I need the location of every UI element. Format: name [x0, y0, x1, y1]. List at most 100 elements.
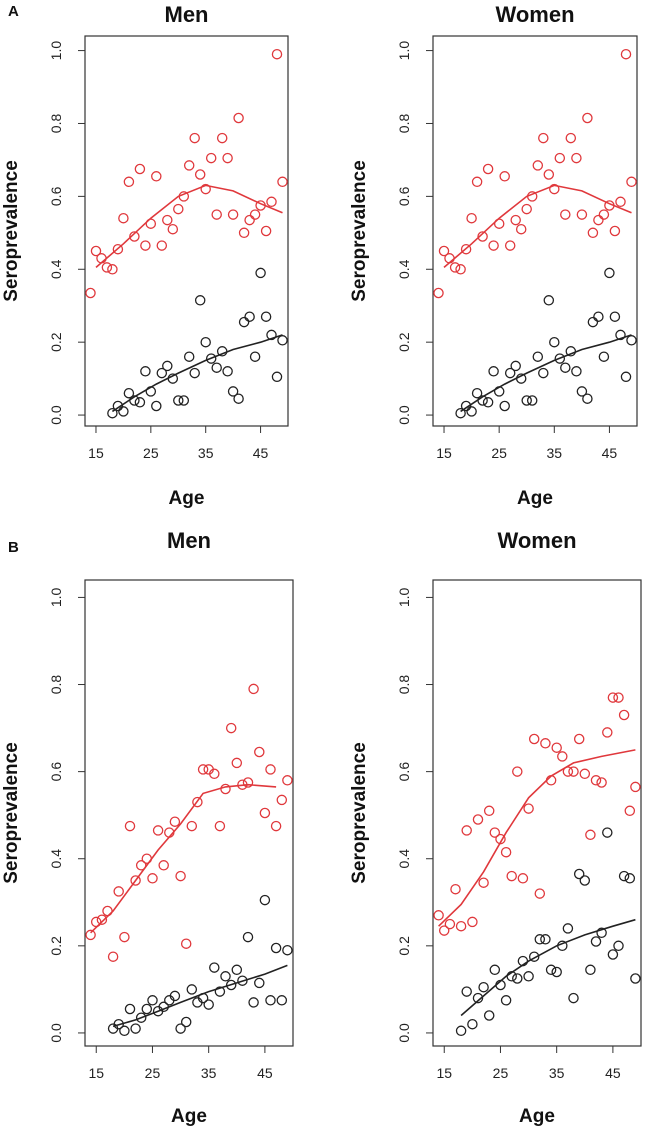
chart-title: Men: [165, 2, 209, 27]
data-point-red: [450, 883, 461, 895]
data-point-red: [209, 768, 220, 780]
data-point-red: [183, 160, 195, 171]
data-point-red: [512, 766, 523, 777]
data-point-black: [538, 367, 549, 379]
data-point-red: [134, 163, 146, 175]
data-point-black: [560, 362, 571, 373]
data-point-black: [467, 1018, 478, 1030]
x-tick-label: 25: [145, 1065, 161, 1081]
data-point-black: [265, 995, 276, 1006]
data-point-red: [579, 768, 591, 780]
data-point-black: [579, 875, 591, 886]
chart-title: Men: [167, 528, 211, 553]
data-point-red: [254, 746, 265, 758]
data-point-black: [483, 1010, 495, 1021]
y-tick-label: 1.0: [396, 587, 412, 607]
data-point-black: [113, 1018, 124, 1030]
data-point-black: [526, 395, 538, 406]
data-point-black: [189, 367, 200, 379]
data-point-black: [123, 387, 135, 399]
data-point-black: [596, 927, 607, 939]
data-point-black: [186, 984, 198, 995]
data-point-black: [255, 267, 266, 279]
data-point-red: [571, 152, 582, 164]
data-point-black: [534, 934, 546, 945]
data-point-black: [248, 997, 259, 1008]
data-point-red: [123, 176, 135, 188]
data-point-black: [585, 964, 596, 976]
data-point-black: [506, 971, 517, 982]
y-tick-label: 0.4: [48, 259, 64, 279]
data-point-red: [506, 870, 517, 882]
x-tick-label: 35: [549, 1065, 565, 1081]
data-point-red: [192, 796, 203, 808]
data-point-red: [277, 176, 288, 188]
data-point-red: [517, 873, 529, 884]
data-point-black: [455, 407, 466, 419]
data-point-black: [630, 973, 641, 984]
plot-frame: [84, 35, 289, 427]
data-point-red: [554, 152, 566, 164]
data-point-red: [147, 873, 158, 884]
data-point-red: [455, 264, 466, 275]
data-point-red: [119, 931, 130, 943]
data-point-black: [515, 373, 527, 384]
data-point-red: [618, 709, 630, 721]
data-point-red: [585, 829, 596, 841]
data-point-red: [211, 209, 222, 220]
data-point-red: [169, 816, 181, 827]
data-point-red: [90, 245, 102, 257]
y-tick-label: 0.0: [48, 1023, 64, 1043]
data-point-red: [205, 152, 217, 164]
data-point-black: [568, 992, 579, 1004]
data-point-red: [167, 223, 179, 235]
data-point-red: [96, 253, 107, 264]
y-axis-label: Seroprevalence: [1, 742, 22, 884]
data-point-red: [624, 805, 636, 817]
data-point-red: [233, 112, 244, 124]
y-tick-label: 0.8: [396, 114, 412, 134]
fit-line-black: [460, 918, 636, 1017]
y-tick-label: 0.2: [396, 332, 412, 352]
data-point-red: [477, 231, 488, 242]
data-point-black: [197, 992, 209, 1004]
data-point-red: [499, 171, 510, 182]
data-point-red: [276, 794, 288, 806]
data-point-red: [549, 183, 560, 195]
data-point-black: [543, 295, 555, 306]
fit-line-black: [460, 334, 632, 413]
data-point-black: [158, 1001, 169, 1013]
y-tick-label: 0.4: [396, 259, 412, 279]
data-point-black: [233, 393, 244, 404]
data-point-black: [175, 1023, 186, 1034]
data-point-red: [118, 212, 129, 224]
data-point-red: [433, 910, 444, 921]
data-point-black: [557, 940, 568, 952]
fit-line-black: [112, 964, 288, 1028]
fit-line-red: [443, 184, 632, 269]
data-point-red: [607, 692, 619, 703]
data-point-red: [560, 209, 571, 220]
data-point-red: [242, 777, 254, 788]
y-axis-label: Seroprevalence: [1, 160, 22, 302]
data-point-red: [255, 200, 266, 211]
data-point-black: [587, 316, 599, 328]
x-tick-label: 15: [88, 445, 104, 461]
data-point-black: [277, 335, 288, 346]
data-point-black: [517, 955, 529, 967]
data-point-red: [156, 240, 168, 251]
data-point-black: [249, 351, 261, 362]
data-point-red: [534, 888, 546, 899]
data-point-red: [523, 803, 534, 814]
plot-frame: [432, 35, 638, 427]
x-axis-label: Age: [169, 488, 205, 509]
data-point-black: [602, 827, 613, 838]
data-point-black: [162, 360, 173, 372]
data-point-black: [523, 971, 534, 982]
data-point-black: [145, 386, 157, 397]
data-point-red: [471, 176, 483, 188]
data-point-black: [173, 395, 184, 406]
data-point-black: [472, 992, 484, 1004]
data-point-black: [140, 366, 151, 377]
data-point-red: [444, 253, 455, 264]
